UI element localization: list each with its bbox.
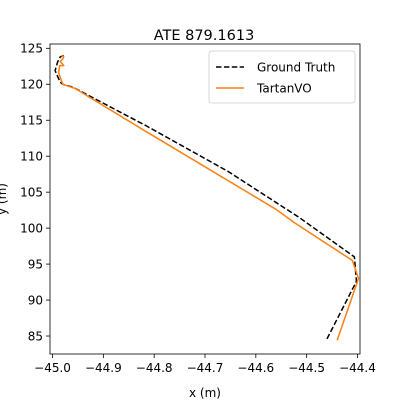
y-tick-label: 110 — [20, 150, 43, 164]
legend-box — [208, 50, 356, 104]
y-axis-ticks: 85 90 95 100 105 110 115 120 125 — [20, 42, 50, 343]
x-tick-label: −44.6 — [237, 361, 274, 375]
series-layer — [54, 54, 360, 341]
x-tick-label: −45.0 — [34, 361, 71, 375]
x-tick-label: −44.4 — [339, 361, 376, 375]
y-tick-label: 100 — [20, 221, 43, 235]
legend-label: Ground Truth — [257, 60, 335, 74]
x-tick-label: −44.5 — [288, 361, 325, 375]
x-axis-ticks: −45.0 −44.9 −44.8 −44.7 −44.6 −44.5 −44.4 — [34, 354, 376, 375]
series-line-ground-truth — [54, 54, 358, 340]
chart-title: ATE 879.1613 — [154, 28, 255, 44]
legend-label: TartanVO — [256, 81, 312, 95]
x-tick-label: −44.9 — [85, 361, 122, 375]
x-tick-label: −44.7 — [187, 361, 224, 375]
series-line-tartanvo — [57, 54, 360, 341]
x-axis-label: x (m) — [189, 386, 221, 400]
y-tick-label: 120 — [20, 78, 43, 92]
y-tick-label: 125 — [20, 42, 43, 56]
x-tick-label: −44.8 — [136, 361, 173, 375]
y-tick-label: 85 — [28, 329, 43, 343]
y-tick-label: 105 — [20, 185, 43, 199]
y-axis-label: y (m) — [0, 183, 9, 215]
legend: Ground Truth TartanVO — [208, 50, 356, 104]
y-tick-label: 115 — [20, 114, 43, 128]
y-tick-label: 90 — [28, 293, 43, 307]
y-tick-label: 95 — [28, 257, 43, 271]
